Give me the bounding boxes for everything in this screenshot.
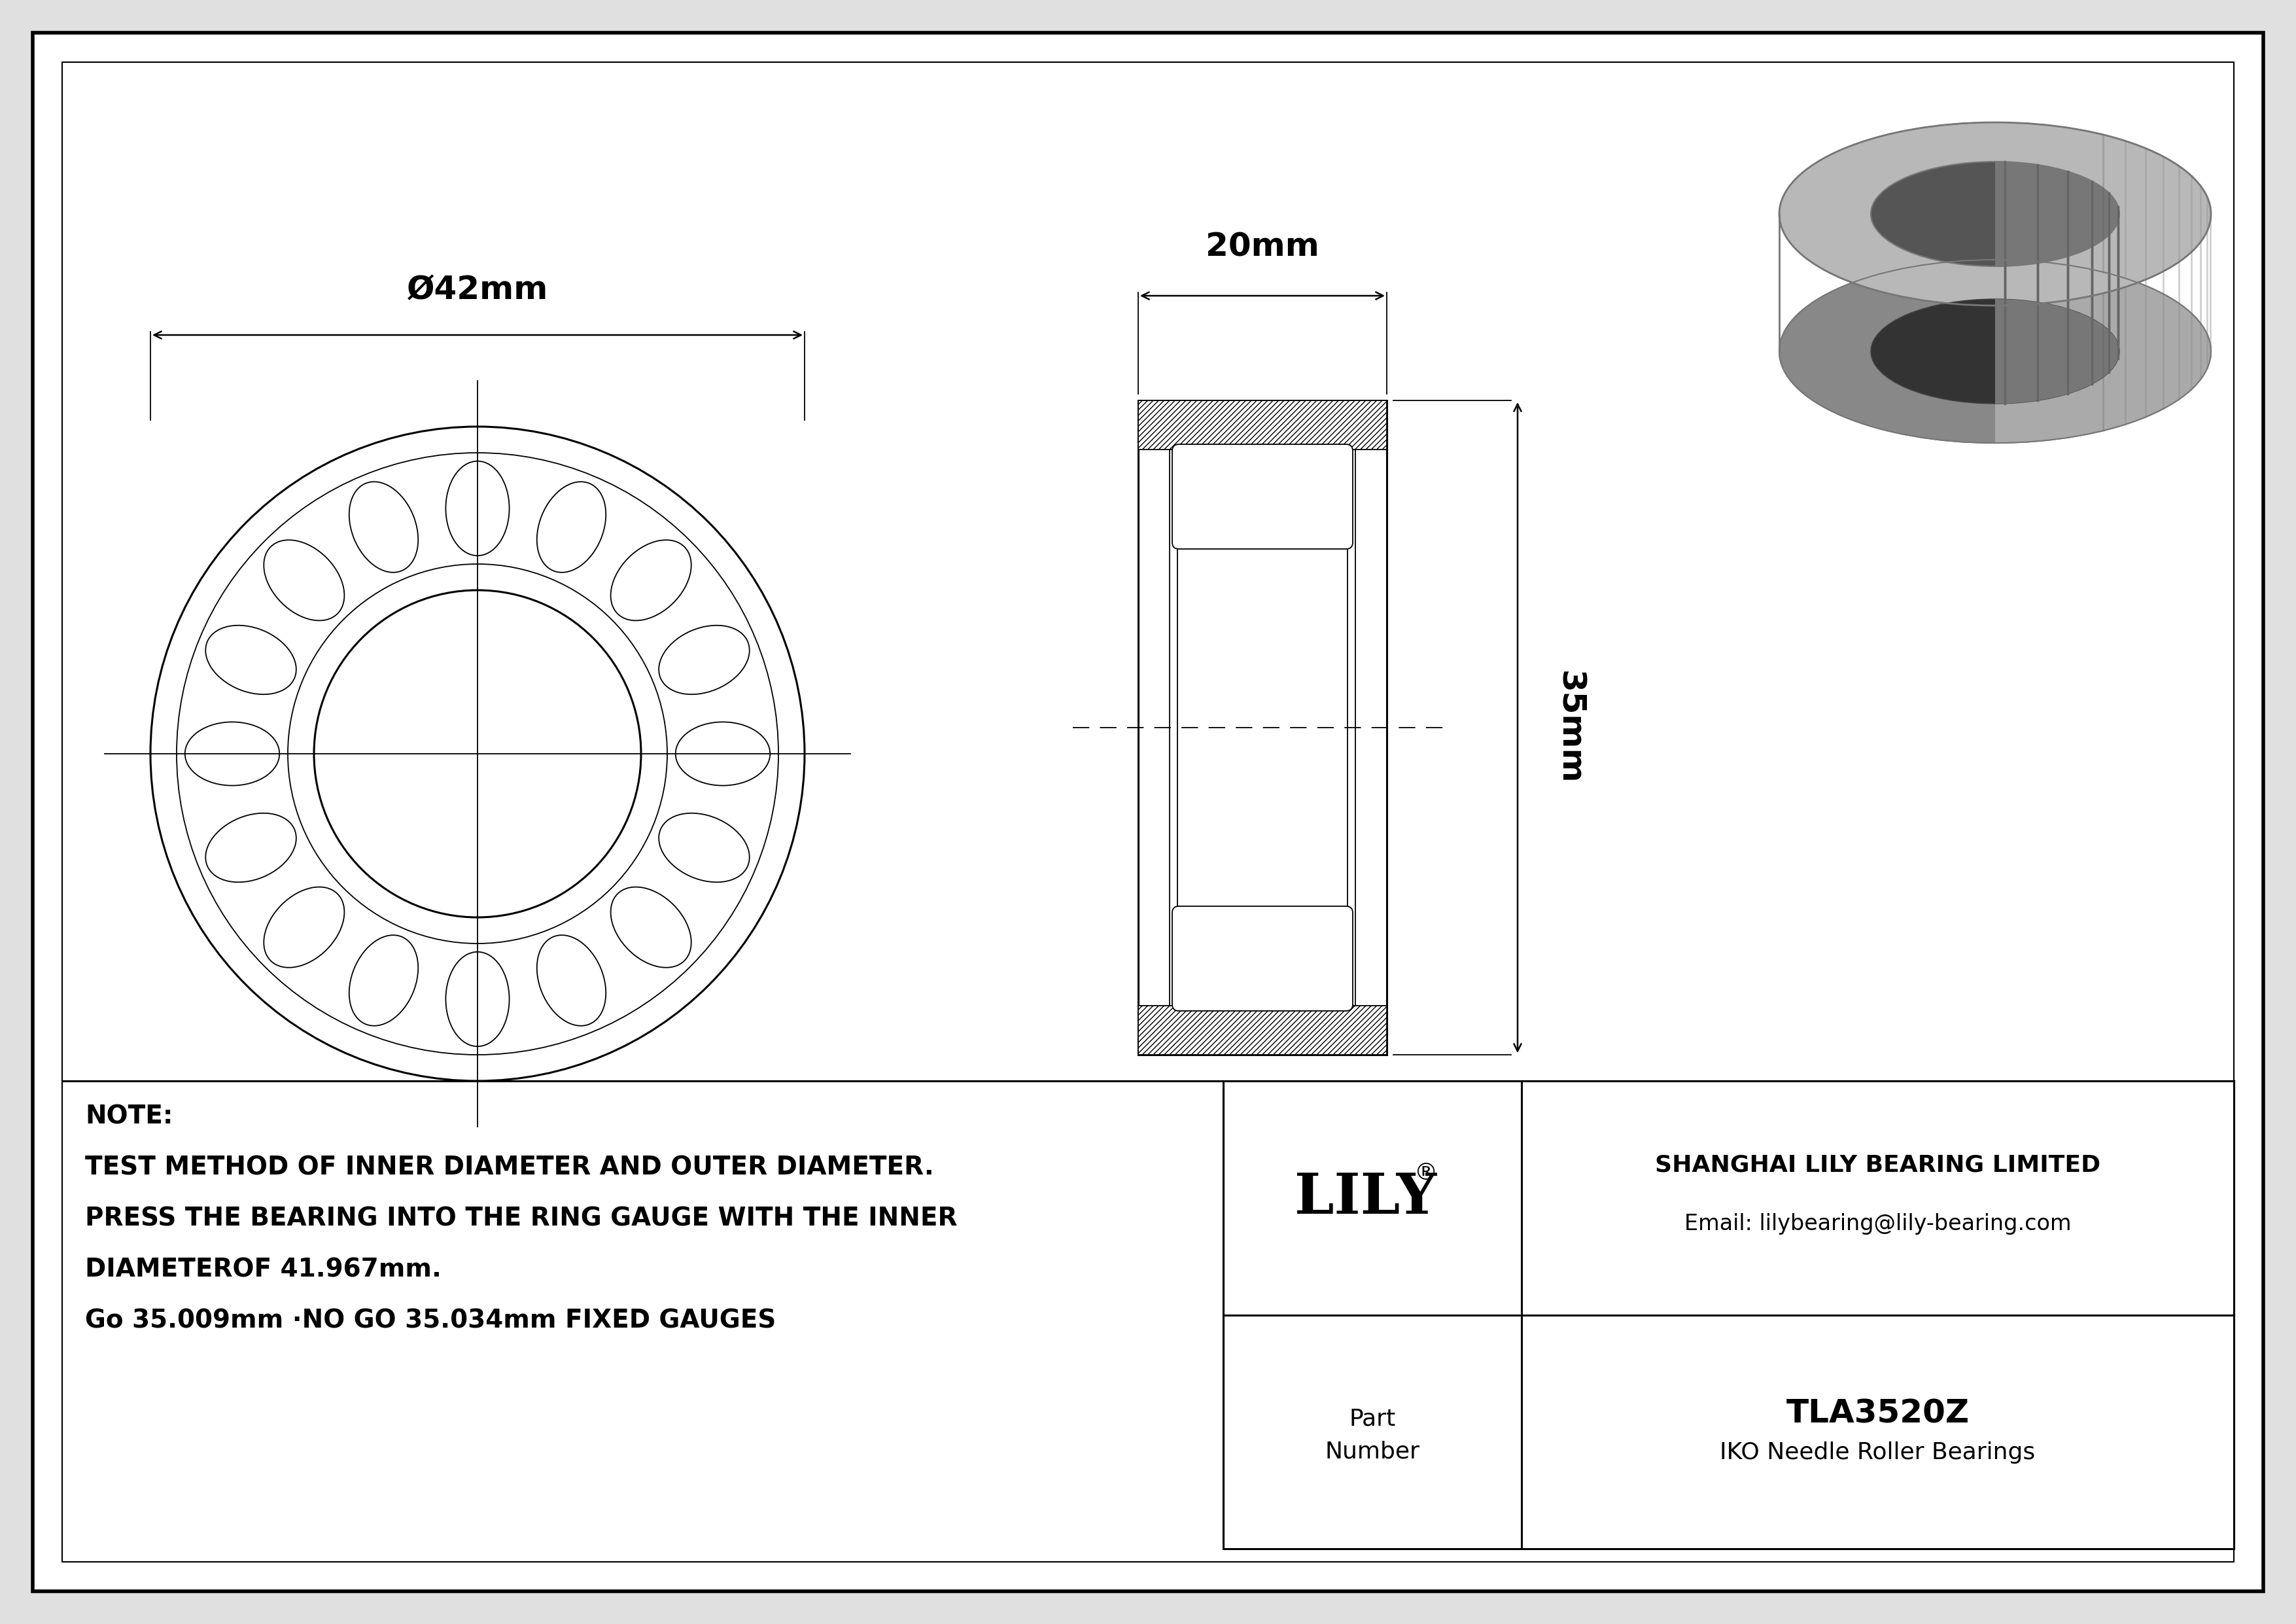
Text: Part: Part — [1350, 1408, 1396, 1429]
Text: TLA3520Z: TLA3520Z — [1786, 1398, 1970, 1429]
Text: IKO Needle Roller Bearings: IKO Needle Roller Bearings — [1720, 1442, 2034, 1463]
Polygon shape — [1779, 122, 1995, 443]
Bar — [1224, 1082, 2234, 1549]
Text: Number: Number — [1325, 1440, 1419, 1463]
Text: Ø42mm: Ø42mm — [406, 274, 549, 305]
Bar — [1139, 1005, 1387, 1054]
Text: LILY: LILY — [1295, 1171, 1437, 1226]
FancyBboxPatch shape — [1173, 445, 1352, 549]
Text: 20mm: 20mm — [1205, 232, 1320, 263]
Ellipse shape — [1779, 122, 2211, 305]
Text: ®: ® — [1414, 1161, 1437, 1184]
Text: NOTE:: NOTE: — [85, 1104, 172, 1129]
Bar — [1139, 401, 1387, 1054]
Text: Email: lilybearing@lily-bearing.com: Email: lilybearing@lily-bearing.com — [1683, 1213, 2071, 1234]
FancyBboxPatch shape — [1173, 906, 1352, 1010]
Ellipse shape — [1871, 299, 2119, 404]
Polygon shape — [1995, 122, 2211, 443]
Text: Go 35.009mm ·NO GO 35.034mm FIXED GAUGES: Go 35.009mm ·NO GO 35.034mm FIXED GAUGES — [85, 1307, 776, 1333]
Ellipse shape — [1779, 260, 2211, 443]
Text: DIAMETEROF 41.967mm.: DIAMETEROF 41.967mm. — [85, 1257, 441, 1281]
Ellipse shape — [1871, 162, 2119, 266]
Text: 35mm: 35mm — [1554, 671, 1584, 784]
Polygon shape — [1995, 162, 2119, 404]
Text: PRESS THE BEARING INTO THE RING GAUGE WITH THE INNER: PRESS THE BEARING INTO THE RING GAUGE WI… — [85, 1207, 957, 1231]
Bar — [1139, 401, 1387, 450]
Text: SHANGHAI LILY BEARING LIMITED: SHANGHAI LILY BEARING LIMITED — [1655, 1155, 2101, 1176]
Text: TEST METHOD OF INNER DIAMETER AND OUTER DIAMETER.: TEST METHOD OF INNER DIAMETER AND OUTER … — [85, 1155, 934, 1179]
